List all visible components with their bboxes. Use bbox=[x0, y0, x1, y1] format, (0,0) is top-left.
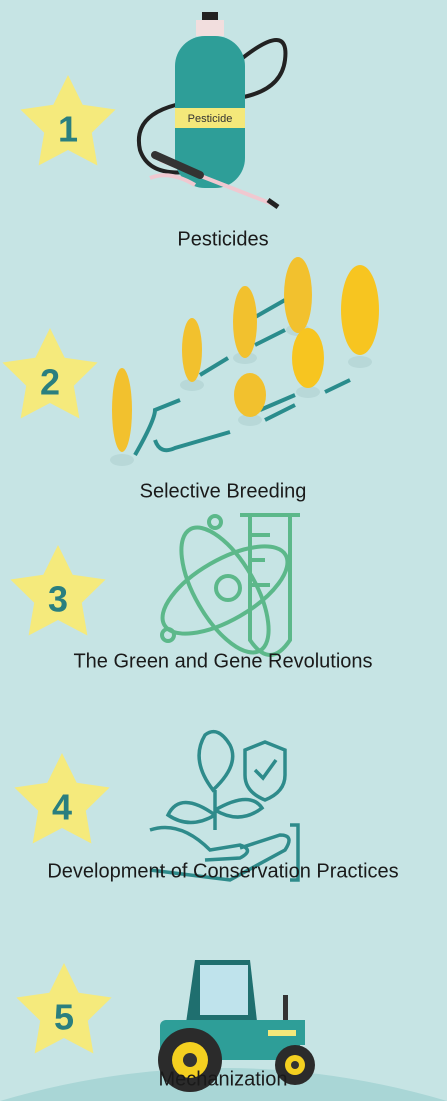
step-number: 2 bbox=[40, 362, 60, 403]
step-number: 3 bbox=[48, 579, 68, 620]
step-label: Development of Conservation Practices bbox=[47, 860, 398, 882]
step-label: The Green and Gene Revolutions bbox=[73, 650, 372, 672]
step-number: 5 bbox=[54, 997, 74, 1038]
step-label: Pesticides bbox=[177, 228, 268, 250]
step-label: Selective Breeding bbox=[140, 480, 307, 502]
page: Pesticide bbox=[0, 0, 447, 1101]
step-number: 4 bbox=[52, 787, 72, 828]
step-label: Mechanization bbox=[159, 1068, 288, 1090]
tank-label: Pesticide bbox=[188, 113, 233, 125]
infographic: Pesticide bbox=[0, 0, 447, 1101]
step-number: 1 bbox=[58, 109, 78, 150]
